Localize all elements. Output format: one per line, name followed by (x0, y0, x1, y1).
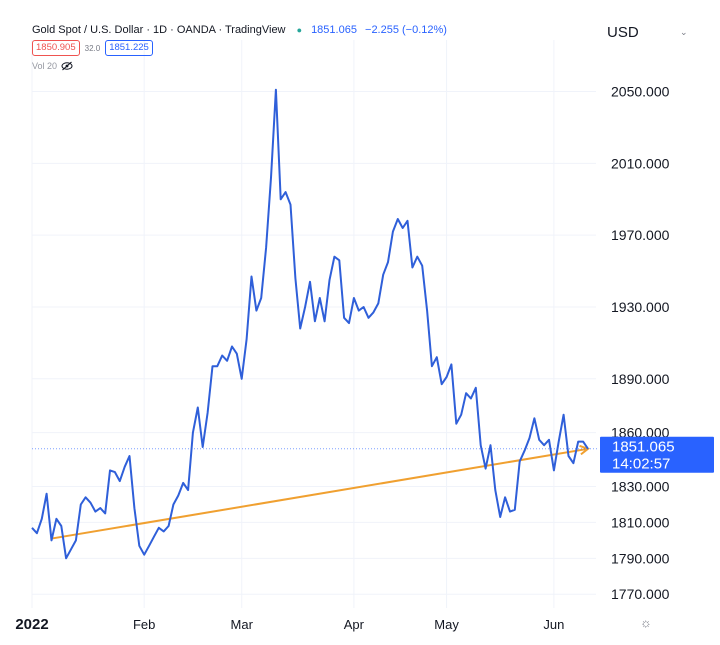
chart-legend-header: Gold Spot / U.S. Dollar · 1D · OANDA · T… (32, 24, 447, 36)
y-tick-label: 1810.000 (611, 514, 670, 530)
price-line-series (31, 88, 589, 560)
price-change: −2.255 (−0.12%) (365, 24, 447, 36)
x-tick-label: Feb (133, 617, 155, 632)
volume-label: Vol 20 (32, 61, 58, 71)
y-tick-label: 1970.000 (611, 227, 670, 243)
x-tick-label: Apr (344, 617, 365, 632)
buy-button[interactable]: 1851.225 (105, 40, 153, 56)
y-tick-label: 2050.000 (611, 84, 670, 100)
current-price-label: 1851.065 (612, 439, 675, 456)
trend-line (51, 447, 589, 540)
y-tick-label: 2010.000 (611, 155, 670, 171)
caret-down-icon[interactable]: ⌄ (680, 27, 688, 37)
y-tick-label: 1860.000 (611, 425, 670, 441)
spread-value: 32.0 (84, 43, 101, 53)
last-price: 1851.065 (311, 24, 357, 36)
y-tick-label: 1890.000 (611, 371, 670, 387)
x-tick-label: May (434, 617, 459, 632)
market-status-dot: ● (296, 25, 302, 35)
eye-slash-icon[interactable] (61, 61, 73, 71)
volume-indicator[interactable]: Vol 20 (32, 61, 73, 71)
x-tick-label: Jun (543, 617, 564, 632)
y-tick-label: 1830.000 (611, 479, 670, 495)
currency-selector[interactable]: USD (607, 24, 639, 41)
countdown-label: 14:02:57 (612, 456, 670, 473)
sell-button[interactable]: 1850.905 (32, 40, 80, 56)
x-tick-label: 2022 (15, 616, 48, 633)
x-tick-label: Mar (231, 617, 254, 632)
y-tick-label: 1930.000 (611, 299, 670, 315)
settings-icon[interactable]: ☼ (640, 615, 652, 630)
y-tick-label: 1790.000 (611, 550, 670, 566)
bid-ask-row: 1850.905 32.0 1851.225 (32, 40, 153, 56)
symbol-title: Gold Spot / U.S. Dollar · 1D · OANDA · T… (32, 24, 286, 36)
current-price-tag (600, 436, 714, 473)
y-tick-label: 1770.000 (611, 586, 670, 602)
